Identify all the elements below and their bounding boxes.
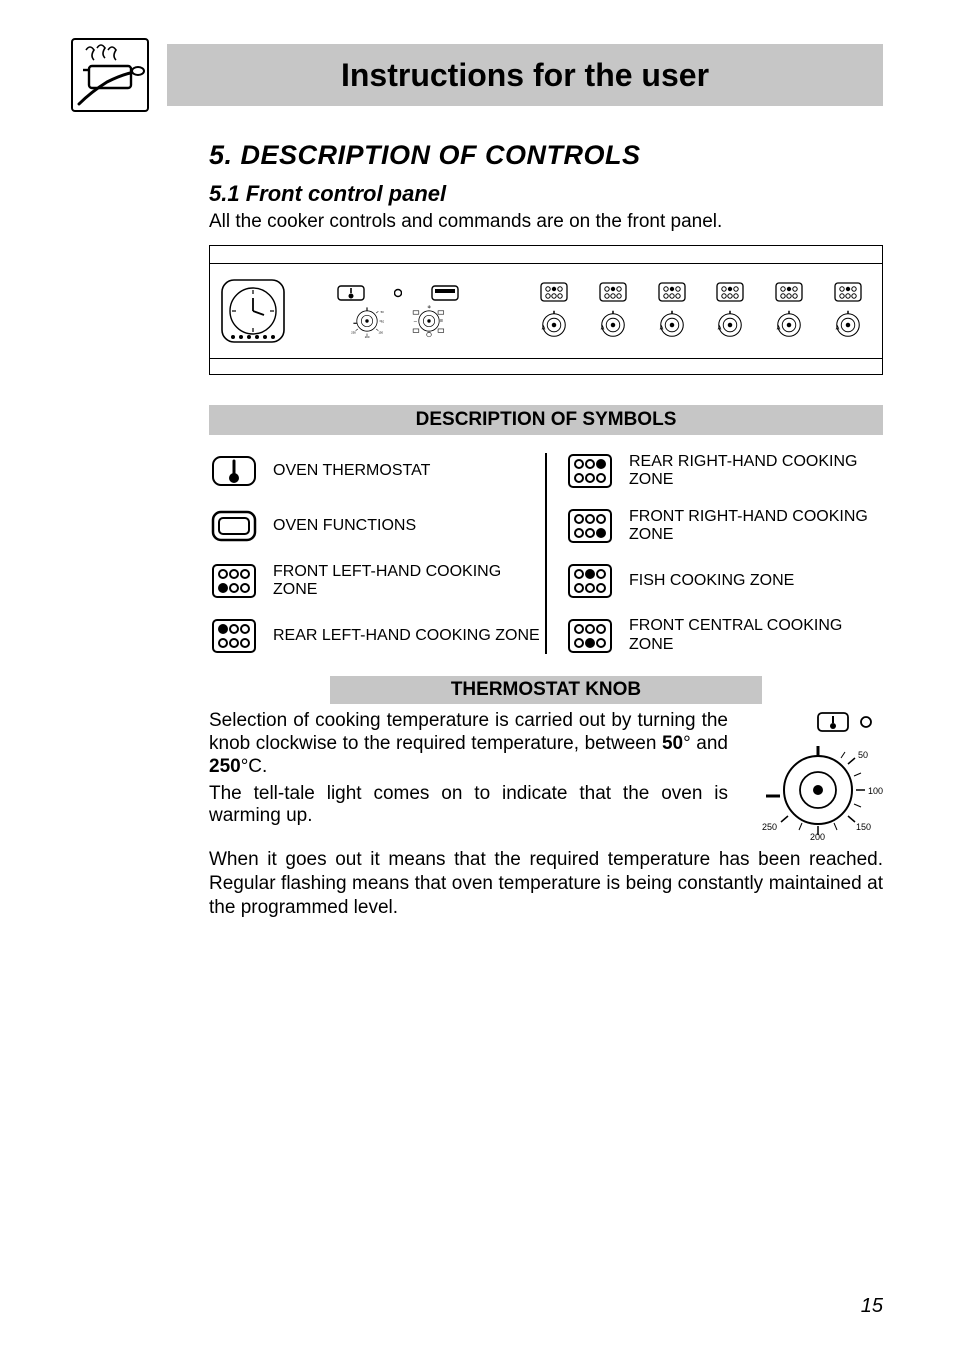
intro-text: All the cooker controls and commands are… — [209, 211, 883, 233]
thermostat-p2: The tell-tale light comes on to indicate… — [209, 783, 728, 829]
svg-text:200: 200 — [365, 335, 370, 338]
hob-knob-unit — [824, 282, 872, 340]
thermostat-heading: THERMOSTAT KNOB — [330, 676, 761, 704]
svg-text:250: 250 — [762, 822, 777, 832]
hob-knob-unit — [530, 282, 578, 340]
symbol-label: FRONT LEFT-HAND COOKING ZONE — [273, 563, 545, 600]
thermostat-text: Selection of cooking temperature is carr… — [209, 710, 728, 840]
indicator-light-icon — [394, 284, 402, 302]
symbol-label: OVEN THERMOSTAT — [273, 462, 430, 480]
thermostat-t2: 250 — [209, 756, 241, 777]
svg-text:50: 50 — [381, 310, 384, 314]
svg-text:100: 100 — [381, 320, 384, 324]
subsection-heading: 5.1 Front control panel — [209, 181, 883, 207]
thermostat-mid: ° and — [683, 733, 728, 754]
svg-text:100: 100 — [868, 786, 883, 796]
hob-front-central-icon — [565, 618, 615, 654]
hob-knob-unit — [765, 282, 813, 340]
hob-fish-zone-icon — [565, 563, 615, 599]
hob-rear-right-icon — [565, 453, 615, 489]
thermostat-knob-small: 50 100 150 200 250 — [350, 304, 384, 338]
symbol-label: FRONT RIGHT-HAND COOKING ZONE — [629, 508, 883, 545]
clock-icon — [220, 278, 286, 344]
symbol-label: FRONT CENTRAL COOKING ZONE — [629, 617, 883, 654]
hob-rear-left-icon — [209, 618, 259, 654]
page-number: 15 — [861, 1295, 883, 1318]
oven-thermostat-icon — [209, 453, 259, 489]
hob-zone-icon — [599, 282, 627, 302]
functions-header-icon — [430, 284, 460, 302]
hob-knob-unit — [706, 282, 754, 340]
chef-hat-icon — [71, 38, 149, 112]
page-title: Instructions for the user — [167, 44, 883, 106]
hob-zone-icon — [540, 282, 568, 302]
thermostat-t1: 50 — [662, 733, 683, 754]
symbol-label: REAR RIGHT-HAND COOKING ZONE — [629, 453, 883, 490]
svg-text:–: – — [414, 319, 418, 325]
symbols-heading: DESCRIPTION OF SYMBOLS — [209, 405, 883, 435]
hob-knob-icon — [715, 310, 745, 340]
hob-zone-icon — [658, 282, 686, 302]
hob-knob-unit — [589, 282, 637, 340]
hob-knob-icon — [657, 310, 687, 340]
thermostat-header-icon — [336, 284, 366, 302]
hob-knob-unit — [648, 282, 696, 340]
symbol-label: REAR LEFT-HAND COOKING ZONE — [273, 627, 540, 645]
svg-text:❄: ❄ — [427, 305, 431, 310]
thermostat-p1-pre: Selection of cooking temperature is carr… — [209, 710, 728, 754]
thermostat-p3: When it goes out it means that the requi… — [209, 848, 883, 919]
hob-zone-icon — [716, 282, 744, 302]
svg-text:≡: ≡ — [440, 319, 444, 325]
hob-front-right-icon — [565, 508, 615, 544]
hob-front-left-icon — [209, 563, 259, 599]
thermostat-dial-illustration: 50 100 150 200 250 — [748, 710, 883, 840]
symbol-label: FISH COOKING ZONE — [629, 572, 794, 590]
hob-knob-icon — [774, 310, 804, 340]
oven-functions-icon — [209, 508, 259, 544]
svg-text:250: 250 — [351, 330, 356, 334]
hob-knob-icon — [598, 310, 628, 340]
svg-text:150: 150 — [378, 330, 383, 334]
svg-text:150: 150 — [856, 822, 871, 832]
hob-zone-icon — [775, 282, 803, 302]
hob-zone-icon — [834, 282, 862, 302]
svg-text:50: 50 — [858, 750, 868, 760]
svg-text:200: 200 — [810, 832, 825, 840]
front-panel-illustration: 50 100 150 200 250 — [209, 245, 883, 375]
symbol-label: OVEN FUNCTIONS — [273, 517, 416, 535]
functions-knob-small: ❄ ≡ – — [412, 304, 446, 338]
thermostat-post: °C. — [241, 756, 268, 777]
section-heading: 5. DESCRIPTION OF CONTROLS — [209, 140, 883, 171]
hob-knob-icon — [539, 310, 569, 340]
hob-knob-icon — [833, 310, 863, 340]
